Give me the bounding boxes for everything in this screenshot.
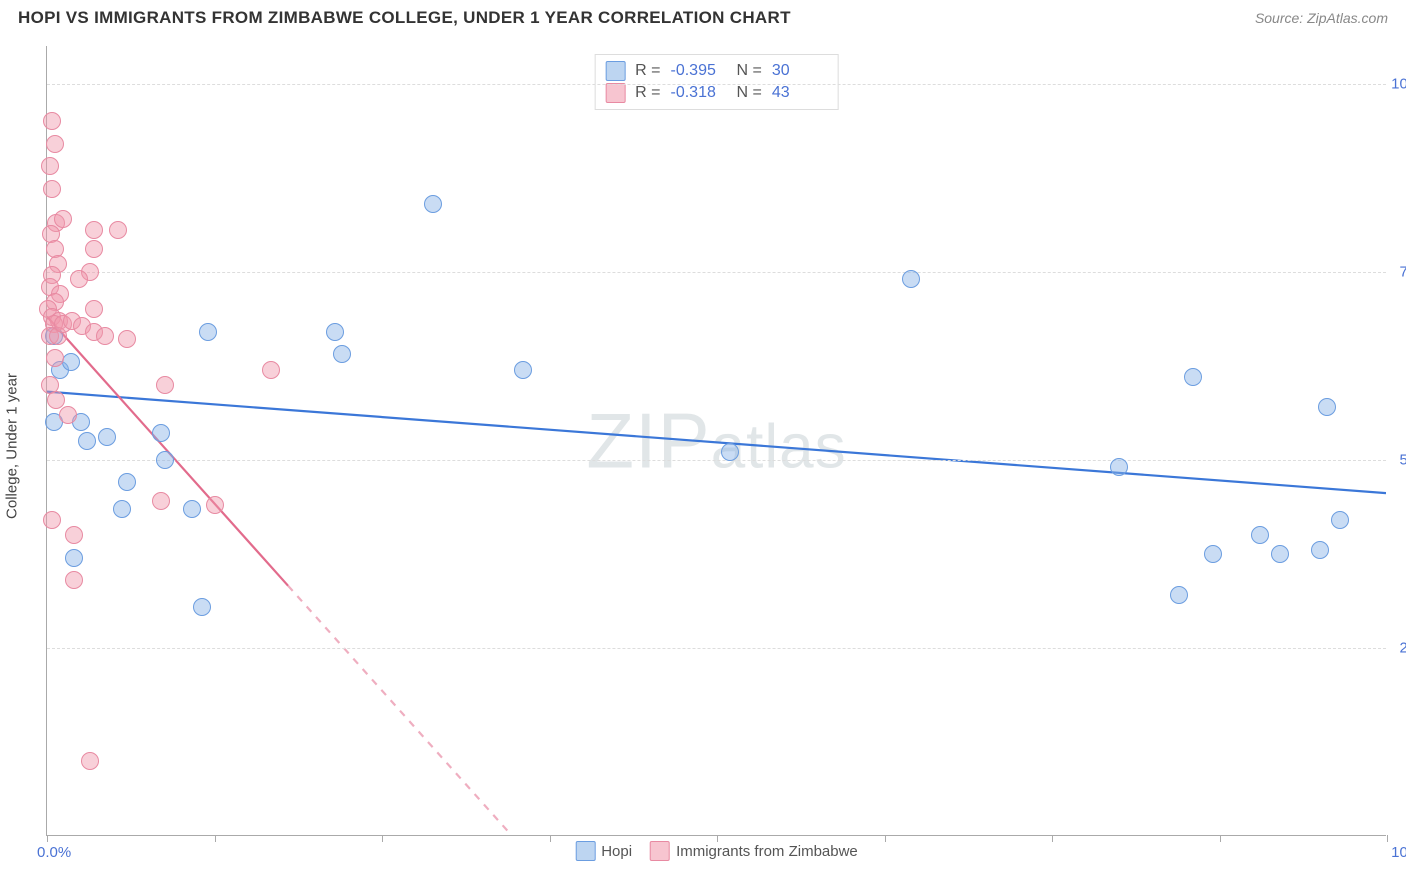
data-point [41, 157, 59, 175]
x-axis-label-max: 100.0% [1391, 844, 1406, 861]
data-point [333, 345, 351, 363]
data-point [199, 323, 217, 341]
y-axis-tick-label: 75.0% [1399, 263, 1406, 280]
data-point [109, 221, 127, 239]
swatch-icon [605, 83, 625, 103]
data-point [54, 210, 72, 228]
data-point [183, 500, 201, 518]
data-point [193, 598, 211, 616]
swatch-icon [650, 841, 670, 861]
watermark: ZIPatlas [586, 395, 846, 486]
data-point [65, 571, 83, 589]
data-point [721, 443, 739, 461]
data-point [81, 752, 99, 770]
legend-stats-row: R = -0.318 N = 43 [605, 82, 828, 104]
legend-stats-row: R = -0.395 N = 30 [605, 60, 828, 82]
source-credit: Source: ZipAtlas.com [1255, 10, 1388, 26]
x-axis-tick [550, 835, 551, 842]
data-point [59, 406, 77, 424]
gridline [47, 648, 1386, 649]
data-point [62, 353, 80, 371]
trend-lines [47, 46, 1386, 835]
header: HOPI VS IMMIGRANTS FROM ZIMBABWE COLLEGE… [0, 0, 1406, 34]
data-point [152, 424, 170, 442]
data-point [206, 496, 224, 514]
data-point [43, 180, 61, 198]
legend-series: Hopi Immigrants from Zimbabwe [575, 841, 858, 861]
data-point [424, 195, 442, 213]
x-axis-tick [1220, 835, 1221, 842]
data-point [85, 300, 103, 318]
data-point [1110, 458, 1128, 476]
data-point [1318, 398, 1336, 416]
data-point [65, 526, 83, 544]
data-point [65, 549, 83, 567]
data-point [43, 511, 61, 529]
y-axis-tick-label: 100.0% [1391, 75, 1406, 92]
data-point [85, 221, 103, 239]
data-point [514, 361, 532, 379]
data-point [902, 270, 920, 288]
swatch-icon [575, 841, 595, 861]
data-point [85, 240, 103, 258]
chart-title: HOPI VS IMMIGRANTS FROM ZIMBABWE COLLEGE… [18, 8, 791, 28]
gridline [47, 272, 1386, 273]
data-point [98, 428, 116, 446]
x-axis-tick [47, 835, 48, 842]
data-point [1251, 526, 1269, 544]
y-axis-tick-label: 25.0% [1399, 639, 1406, 656]
data-point [1311, 541, 1329, 559]
data-point [1331, 511, 1349, 529]
data-point [1184, 368, 1202, 386]
data-point [262, 361, 280, 379]
data-point [118, 330, 136, 348]
data-point [43, 112, 61, 130]
x-axis-tick [215, 835, 216, 842]
x-axis-tick [717, 835, 718, 842]
data-point [1204, 545, 1222, 563]
data-point [326, 323, 344, 341]
x-axis-tick [885, 835, 886, 842]
x-axis-label-min: 0.0% [37, 844, 71, 861]
swatch-icon [605, 61, 625, 81]
data-point [96, 327, 114, 345]
y-axis-title: College, Under 1 year [4, 373, 21, 519]
data-point [118, 473, 136, 491]
data-point [156, 451, 174, 469]
gridline [47, 84, 1386, 85]
data-point [47, 391, 65, 409]
y-axis-tick-label: 50.0% [1399, 451, 1406, 468]
data-point [1271, 545, 1289, 563]
data-point [156, 376, 174, 394]
data-point [70, 270, 88, 288]
scatter-chart: ZIPatlas R = -0.395 N = 30 R = -0.318 N … [46, 46, 1386, 836]
x-axis-tick [382, 835, 383, 842]
legend-item: Immigrants from Zimbabwe [650, 841, 858, 861]
data-point [113, 500, 131, 518]
legend-item: Hopi [575, 841, 632, 861]
gridline [47, 460, 1386, 461]
data-point [78, 432, 96, 450]
x-axis-tick [1052, 835, 1053, 842]
data-point [46, 349, 64, 367]
data-point [152, 492, 170, 510]
data-point [1170, 586, 1188, 604]
data-point [46, 135, 64, 153]
legend-stats: R = -0.395 N = 30 R = -0.318 N = 43 [594, 54, 839, 110]
x-axis-tick [1387, 835, 1388, 842]
